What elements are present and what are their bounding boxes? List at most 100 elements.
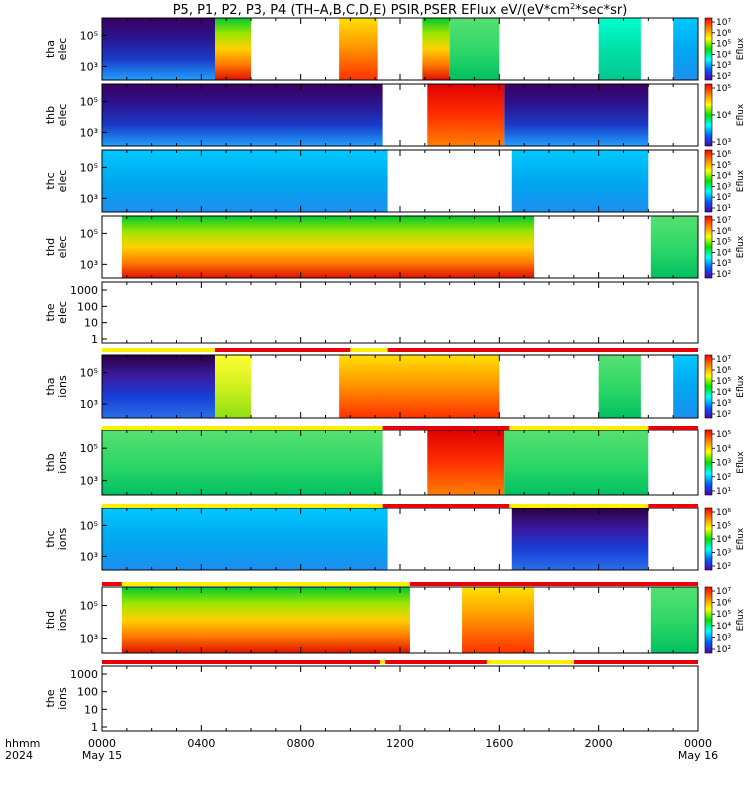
y-tick-label: 100 (77, 300, 98, 313)
y-tick-label: 10³ (80, 126, 98, 139)
flag-segment (387, 348, 698, 352)
y-tick-label: 10 (84, 703, 98, 716)
flag-segment (102, 660, 381, 664)
colorbar-tick-label: 10³ (716, 61, 731, 71)
colorbar-tick-label: 10¹ (716, 204, 731, 214)
flag-segment (509, 504, 649, 508)
flag-segment (102, 582, 122, 586)
x-date-label: May 15 (82, 749, 122, 762)
panel-species-label: elec (56, 38, 69, 61)
spectrogram-block (504, 84, 649, 146)
colorbar-tick-label: 10⁵ (716, 377, 731, 387)
panel-species-label: ions (56, 527, 69, 550)
colorbar-tick-label: 10⁴ (716, 50, 731, 60)
panel-species-label: elec (56, 170, 69, 193)
colorbar-label: Eflux (736, 375, 746, 398)
colorbar-tick-label: 10³ (716, 399, 731, 409)
colorbar-tick-label: 10² (716, 410, 731, 420)
colorbar-label: Eflux (736, 169, 746, 192)
panel-probe-label: thd (44, 611, 57, 629)
y-tick-label: 1000 (70, 668, 98, 681)
flag-segment (102, 504, 383, 508)
spectrogram-block (673, 355, 698, 418)
flag-segment (121, 582, 410, 586)
colorbar-tick-label: 10⁴ (716, 444, 731, 454)
panel-thb-elec: 10⁵ 10³ thb elec 10⁵ 10⁴ 10³ Eflux (44, 83, 746, 148)
panel-species-label: elec (56, 104, 69, 127)
colorbar-tick-label: 10⁵ (716, 610, 731, 620)
colorbar-label: Eflux (736, 103, 746, 126)
panel-probe-label: thb (44, 106, 57, 124)
colorbar-tick-label: 10⁶ (716, 366, 731, 376)
panel-species-label: ions (56, 687, 69, 710)
y-tick-label: 10⁵ (80, 599, 98, 612)
panel-species-label: ions (56, 375, 69, 398)
panel-probe-label: thc (44, 530, 57, 547)
colorbar-tick-label: 10⁵ (716, 522, 731, 532)
colorbar-tick-label: 10⁶ (716, 599, 731, 609)
colorbar-tick-label: 10³ (716, 182, 731, 192)
panel-thb-ions: 10⁵ 10³ thb ions 10⁵ 10⁴ 10³ 10² 10¹ Eflux (44, 429, 746, 497)
y-tick-label: 10³ (80, 475, 98, 488)
flag-segment (409, 582, 698, 586)
y-tick-label: 10⁵ (80, 227, 98, 240)
colorbar-tick-label: 10³ (716, 633, 731, 643)
panel-probe-label: the (44, 303, 57, 321)
colorbar-tick-label: 10³ (716, 259, 731, 269)
spectrogram-block (650, 587, 698, 653)
colorbar-tick-label: 10⁵ (716, 430, 731, 440)
x-tick-label: 1600 (485, 737, 513, 750)
x-date-label: May 16 (678, 749, 718, 762)
spectrogram-block (427, 84, 505, 146)
y-tick-label: 10⁵ (80, 519, 98, 532)
colorbar-tick-label: 10⁶ (716, 29, 731, 39)
colorbar-label: Eflux (736, 37, 746, 60)
spectrogram-block (102, 508, 388, 570)
x-axis-row1-label: hhmm (5, 737, 40, 750)
flag-segment (382, 426, 510, 430)
spectrogram-block (102, 84, 383, 146)
y-tick-label: 10³ (80, 60, 98, 73)
colorbar-label: Eflux (736, 451, 746, 474)
colorbar-tick-label: 10⁶ (716, 150, 731, 160)
colorbar-tick-label: 10⁵ (716, 84, 731, 94)
x-tick-label: 0000 (88, 737, 116, 750)
spectrogram-block (504, 430, 649, 495)
panel-frame (101, 665, 699, 732)
colorbar: 10⁶ 10⁵ 10⁴ 10³ 10² Eflux (704, 507, 746, 572)
colorbar-tick-label: 10⁷ (716, 18, 731, 28)
panel-probe-label: thb (44, 453, 57, 471)
spectrogram-block (422, 18, 450, 80)
panel-species-label: ions (56, 608, 69, 631)
colorbar-tick-label: 10³ (716, 138, 731, 148)
flag-segment (380, 660, 386, 664)
panel-the-ions: 1000 100 10 1 the ions (44, 665, 699, 734)
flag-segment (350, 348, 388, 352)
flag-bar (102, 660, 698, 664)
colorbar: 10⁵ 10⁴ 10³ 10² 10¹ Eflux (704, 429, 746, 497)
y-tick-label: 10³ (80, 258, 98, 271)
colorbar-label: Eflux (736, 527, 746, 550)
flag-segment (102, 348, 215, 352)
spectrogram-block (598, 355, 641, 418)
colorbar-tick-label: 10² (716, 562, 731, 572)
flag-segment (509, 426, 649, 430)
colorbar-tick-label: 10² (716, 193, 731, 203)
y-tick-label: 10³ (80, 192, 98, 205)
panel-probe-label: thd (44, 238, 57, 256)
spectrogram-block (214, 18, 251, 80)
flag-segment (648, 426, 698, 430)
spectrogram-block (511, 150, 649, 212)
flag-segment (382, 504, 510, 508)
flag-bar (102, 504, 698, 508)
panel-species-label: ions (56, 451, 69, 474)
flag-segment (648, 504, 698, 508)
spectrogram-block (449, 18, 500, 80)
